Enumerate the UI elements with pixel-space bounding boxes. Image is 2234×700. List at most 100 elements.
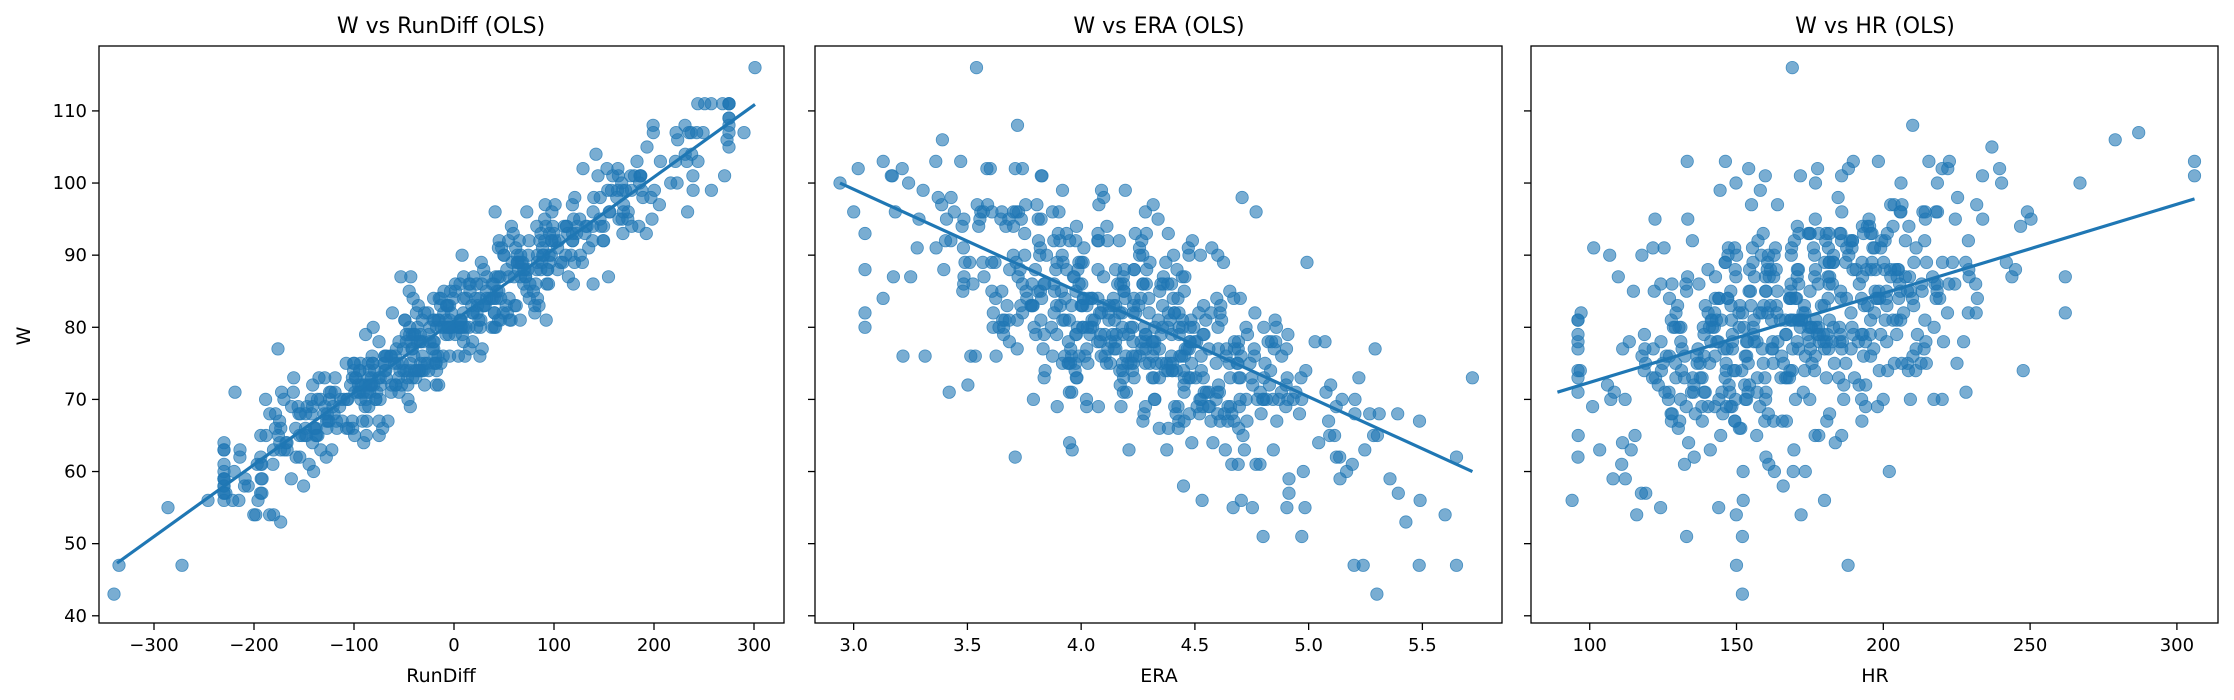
data-point (1248, 306, 1262, 320)
data-point (616, 205, 631, 219)
data-point (1176, 479, 1191, 493)
data-point (1197, 327, 1211, 342)
data-point (1348, 392, 1362, 406)
data-point (287, 371, 301, 385)
data-point (2014, 219, 2028, 233)
data-point (233, 443, 247, 457)
data-point (453, 277, 467, 291)
data-point (1233, 291, 1247, 305)
data-point (1282, 486, 1296, 500)
data-point (1841, 558, 1855, 572)
data-point (1009, 205, 1023, 219)
data-point (1227, 335, 1242, 349)
data-point (1368, 342, 1382, 356)
data-point (1391, 407, 1405, 421)
data-point (1159, 255, 1173, 269)
data-point (1915, 284, 1929, 298)
x-tick-label: 3.5 (953, 635, 982, 656)
data-point (314, 443, 328, 457)
data-point (1615, 436, 1630, 450)
data-point (504, 219, 518, 233)
data-point (974, 205, 988, 219)
data-point (1607, 385, 1621, 399)
data-point (1156, 270, 1171, 284)
data-point (373, 392, 387, 406)
data-point (268, 407, 283, 421)
data-point (1822, 313, 1836, 327)
data-point (403, 327, 417, 342)
data-point (357, 436, 371, 450)
data-point (1026, 392, 1041, 406)
data-point (1742, 162, 1756, 176)
data-point (1759, 392, 1773, 406)
data-point (1018, 248, 1032, 262)
data-point (1895, 356, 1909, 370)
data-point (1864, 313, 1878, 327)
data-point (1735, 587, 1750, 601)
data-point (1785, 241, 1799, 255)
data-point (1832, 320, 1847, 334)
data-point (1872, 363, 1886, 378)
data-point (1729, 508, 1743, 522)
data-point (1318, 335, 1332, 349)
data-point (1080, 342, 1094, 356)
data-point (1618, 472, 1632, 486)
data-point (1122, 443, 1136, 457)
data-point (1161, 421, 1176, 435)
data-point (249, 508, 263, 522)
data-point (217, 464, 231, 479)
data-point (426, 291, 441, 305)
data-point (1094, 306, 1108, 320)
point-layer (833, 60, 1480, 601)
data-point (1253, 457, 1267, 471)
data-point (1733, 298, 1747, 313)
x-tick-label: 5.5 (1408, 635, 1437, 656)
data-point (1635, 248, 1649, 262)
data-point (1808, 428, 1822, 443)
data-point (885, 169, 899, 183)
data-point (1849, 262, 1863, 277)
data-point (2187, 169, 2202, 183)
data-point (429, 378, 443, 392)
data-point (1606, 472, 1620, 486)
data-point (1948, 212, 1962, 226)
data-point (1412, 558, 1426, 572)
data-point (1759, 450, 1773, 464)
data-point (1176, 320, 1190, 334)
data-point (394, 270, 408, 284)
x-tick-label: 3.0 (839, 635, 868, 656)
data-point (1008, 162, 1022, 176)
data-point (1279, 399, 1293, 414)
data-point (611, 162, 625, 176)
data-point (589, 147, 603, 161)
data-point (306, 378, 320, 392)
data-point (1936, 335, 1951, 349)
data-point (1051, 226, 1065, 241)
data-point (1942, 277, 1956, 291)
data-point (1758, 371, 1772, 385)
data-point (266, 508, 281, 522)
data-point (1714, 428, 1728, 443)
data-point (522, 291, 536, 305)
data-point (1142, 306, 1156, 320)
data-point (1886, 219, 1900, 233)
data-point (1282, 472, 1296, 486)
data-point (1383, 472, 1397, 486)
data-point (1798, 464, 1812, 479)
data-point (1906, 118, 1920, 132)
data-point (2016, 363, 2030, 378)
data-point (645, 212, 659, 226)
data-point (1213, 414, 1227, 428)
data-point (274, 385, 289, 399)
data-point (1135, 342, 1149, 356)
x-tick-label: 300 (2160, 635, 2194, 656)
data-point (534, 262, 548, 277)
data-point (1681, 212, 1695, 226)
data-point (1257, 320, 1271, 334)
data-point (306, 464, 321, 479)
data-point (2132, 126, 2146, 140)
data-point (1831, 190, 1845, 205)
x-tick-label: 300 (737, 635, 771, 656)
y-tick-label: 50 (64, 534, 87, 555)
